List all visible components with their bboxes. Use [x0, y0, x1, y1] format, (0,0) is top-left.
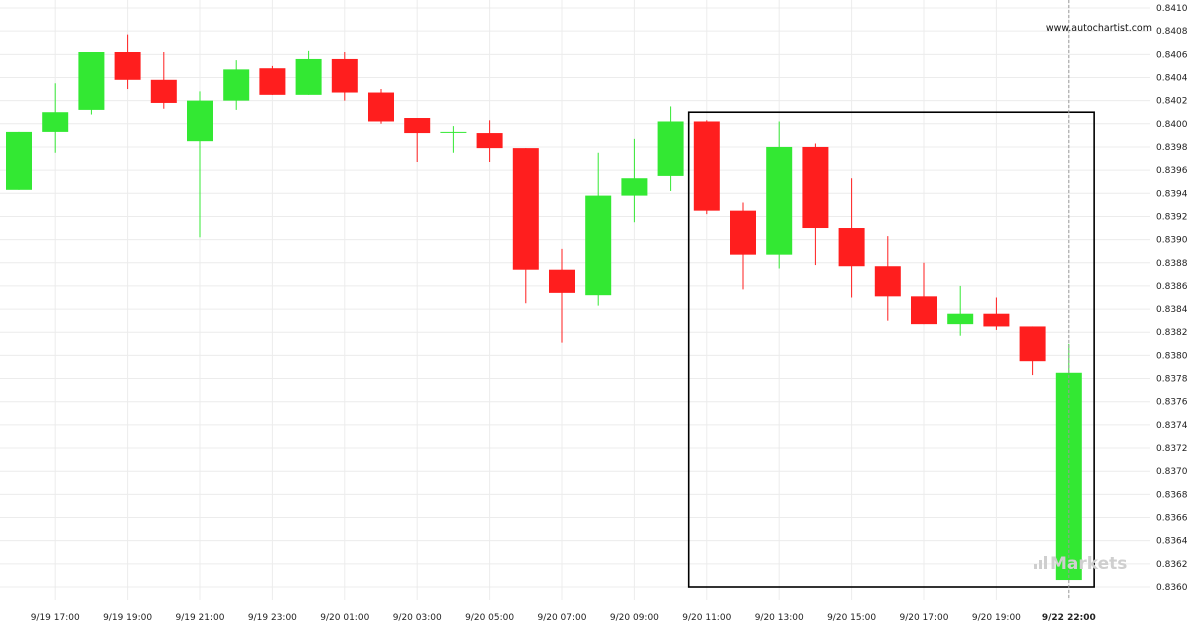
candle-body-down [874, 266, 901, 297]
candle-body-up [223, 69, 250, 101]
y-tick-label: 0.8388 [1156, 259, 1188, 269]
candles [6, 34, 1082, 581]
y-tick-label: 0.8400 [1156, 120, 1188, 130]
brand-logo-bar [1044, 556, 1047, 569]
y-tick-label: 0.8396 [1156, 166, 1188, 176]
x-tick-label: 9/20 19:00 [972, 613, 1021, 623]
y-tick-label: 0.8360 [1156, 583, 1188, 593]
x-tick-label: 9/20 03:00 [393, 613, 442, 623]
candle-body-up [78, 52, 105, 110]
candle-body-down [549, 269, 575, 293]
brand-text: Markets [1050, 554, 1127, 574]
y-tick-label: 0.8372 [1156, 444, 1188, 454]
candle-body-down [404, 118, 431, 134]
x-tick-label: 9/19 21:00 [175, 613, 224, 623]
candle-body-down [1019, 326, 1046, 362]
y-tick-label: 0.8380 [1156, 351, 1188, 361]
x-tick-label: 9/20 15:00 [827, 613, 876, 623]
candle-body-down [802, 146, 829, 229]
y-tick-label: 0.8384 [1156, 305, 1188, 315]
x-tick-label: 9/20 17:00 [899, 613, 948, 623]
y-tick-label: 0.8368 [1156, 490, 1188, 500]
y-tick-label: 0.8404 [1156, 73, 1188, 83]
candle-body-up [6, 131, 32, 190]
y-tick-label: 0.8392 [1156, 212, 1188, 222]
x-tick-label: 9/19 23:00 [248, 613, 297, 623]
y-tick-label: 0.8406 [1156, 50, 1188, 60]
candle-body-down [911, 296, 937, 325]
candle-body-down [693, 121, 720, 211]
candle-body-up [947, 313, 974, 325]
candle-body-up [42, 112, 69, 132]
brand-logo-bar [1039, 560, 1042, 569]
y-tick-label: 0.8364 [1156, 537, 1188, 547]
y-tick-label: 0.8376 [1156, 398, 1188, 408]
candle-body-up [585, 195, 612, 296]
candle-body-down [730, 210, 756, 255]
candle-body-up [187, 100, 213, 142]
candle-body-down [114, 52, 141, 80]
x-tick-label: 9/20 07:00 [537, 613, 586, 623]
y-tick-label: 0.8362 [1156, 560, 1188, 570]
brand-logo-bar [1034, 564, 1037, 569]
x-tick-label: 9/19 19:00 [103, 613, 152, 623]
y-tick-label: 0.8366 [1156, 514, 1188, 524]
brand-logo: Markets [1034, 554, 1127, 574]
x-tick-label: 9/19 17:00 [31, 613, 80, 623]
y-tick-label: 0.8390 [1156, 236, 1188, 246]
y-tick-label: 0.8402 [1156, 97, 1188, 107]
y-tick-label: 0.8394 [1156, 189, 1188, 199]
y-tick-label: 0.8408 [1156, 27, 1188, 37]
x-tick-label: 9/20 05:00 [465, 613, 514, 623]
x-axis-labels: 9/19 17:00 9/19 19:00 9/19 21:00 9/19 23:00… [31, 613, 1096, 623]
candle-body-up [440, 131, 467, 133]
candle-body-up [621, 178, 648, 196]
candle-body-down [476, 133, 503, 149]
x-tick-label: 9/20 09:00 [610, 613, 659, 623]
candle-body-down [512, 148, 539, 270]
y-tick-label: 0.8382 [1156, 328, 1188, 338]
y-tick-label: 0.8378 [1156, 375, 1188, 385]
watermark-text: www.autochartist.com [1046, 23, 1152, 34]
y-tick-label: 0.8398 [1156, 143, 1188, 153]
candle-body-down [838, 228, 865, 267]
candle-body-down [983, 313, 1010, 327]
candle-body-up [766, 146, 793, 255]
y-tick-label: 0.8386 [1156, 282, 1188, 292]
candle-body-down [150, 79, 177, 103]
candle-body-down [259, 68, 286, 95]
y-tick-label: 0.8374 [1156, 421, 1188, 431]
y-tick-label: 0.8410 [1156, 4, 1188, 14]
x-tick-label: 9/20 13:00 [755, 613, 804, 623]
x-tick-label: 9/20 01:00 [320, 613, 369, 623]
candle-body-up [657, 121, 684, 176]
candle-body-down [331, 58, 358, 93]
y-tick-label: 0.8370 [1156, 467, 1188, 477]
candle-body-down [368, 92, 394, 122]
x-tick-label: 9/22 22:00 [1042, 613, 1096, 623]
x-tick-label: 9/20 11:00 [682, 613, 731, 623]
y-axis-labels: 0.8360 0.8362 0.8364 0.8366 0.8368 0.8370 0.83… [1156, 4, 1188, 593]
candle-body-up [295, 58, 322, 95]
pattern-box [687, 111, 1095, 588]
